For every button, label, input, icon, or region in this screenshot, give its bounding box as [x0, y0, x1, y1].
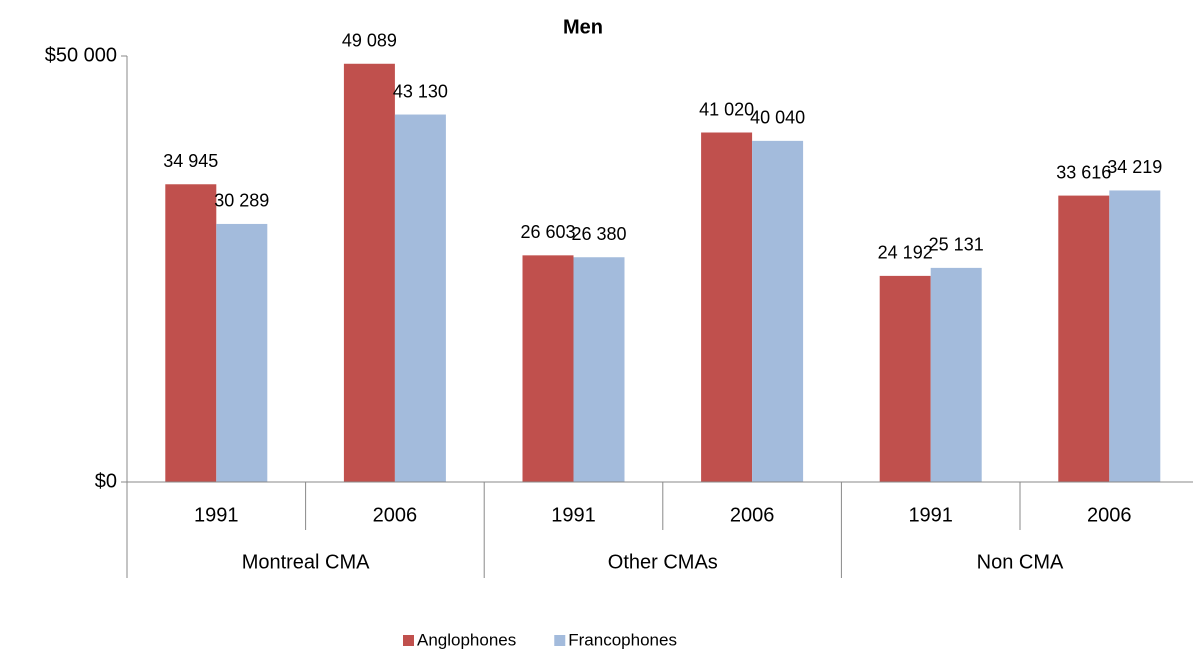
bar [394, 114, 446, 482]
bar [165, 184, 217, 482]
value-label: 33 616 [1056, 162, 1111, 182]
value-label: 24 192 [878, 243, 933, 263]
group-label: Non CMA [977, 551, 1064, 573]
x-tick-label: 2006 [1087, 504, 1132, 526]
x-tick-label: 1991 [194, 504, 239, 526]
value-label: 49 089 [342, 31, 397, 51]
y-tick-label: $50 000 [45, 44, 117, 66]
x-tick-label: 1991 [551, 504, 596, 526]
legend-label: Francophones [568, 630, 677, 649]
bar [879, 275, 931, 482]
group-label: Montreal CMA [242, 551, 370, 573]
value-label: 26 380 [571, 224, 626, 244]
value-label: 30 289 [214, 191, 269, 211]
legend-swatch [554, 635, 566, 646]
bar [752, 140, 804, 483]
x-tick-label: 1991 [908, 504, 953, 526]
legend-swatch [403, 635, 414, 646]
value-label: 43 130 [393, 81, 448, 101]
bar [573, 257, 625, 482]
value-label: 40 040 [750, 108, 805, 128]
bar [343, 63, 395, 482]
value-label: 26 603 [520, 222, 575, 242]
x-tick-label: 2006 [730, 504, 775, 526]
bar [701, 132, 753, 483]
value-label: 41 020 [699, 99, 754, 119]
y-tick-label: $0 [95, 470, 117, 492]
legend-label: Anglophones [417, 630, 516, 649]
bar [930, 267, 982, 482]
bar [216, 223, 268, 482]
value-label: 34 219 [1107, 157, 1162, 177]
value-label: 25 131 [929, 235, 984, 255]
group-label: Other CMAs [608, 551, 718, 573]
bar [1109, 190, 1161, 483]
bar [522, 255, 574, 482]
value-label: 34 945 [163, 151, 218, 171]
chart-title: Men [563, 16, 603, 38]
x-tick-label: 2006 [373, 504, 418, 526]
bar [1058, 195, 1110, 482]
